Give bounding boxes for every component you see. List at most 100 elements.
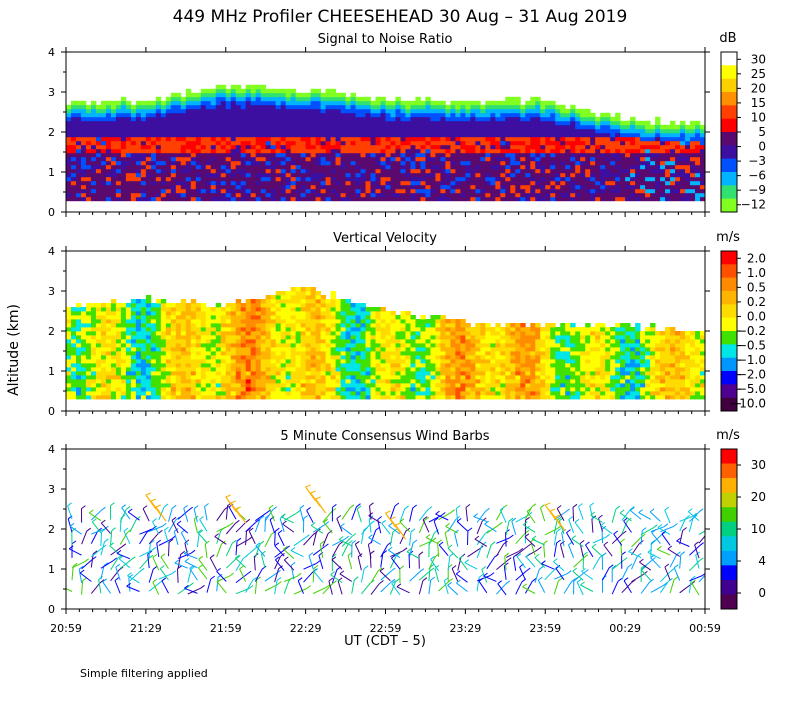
- heatmap-cell: [71, 375, 76, 379]
- heatmap-cell: [490, 165, 495, 169]
- heatmap-cell: [376, 315, 381, 319]
- heatmap-cell: [505, 193, 510, 197]
- heatmap-cell: [445, 105, 450, 109]
- heatmap-cell: [665, 197, 670, 201]
- colorbar-label: −12: [741, 198, 766, 212]
- heatmap-cell: [316, 379, 321, 383]
- heatmap-cell: [331, 173, 336, 177]
- heatmap-cell: [121, 113, 126, 117]
- heatmap-cell: [116, 173, 121, 177]
- heatmap-cell: [400, 153, 405, 157]
- heatmap-cell: [301, 359, 306, 363]
- heatmap-cell: [251, 89, 256, 93]
- heatmap-cell: [321, 367, 326, 371]
- heatmap-cell: [141, 359, 146, 363]
- heatmap-cell: [620, 169, 625, 173]
- heatmap-cell: [306, 165, 311, 169]
- heatmap-cell: [181, 193, 186, 197]
- heatmap-cell: [221, 153, 226, 157]
- heatmap-cell: [96, 343, 101, 347]
- heatmap-cell: [590, 197, 595, 201]
- heatmap-cell: [216, 375, 221, 379]
- heatmap-cell: [425, 97, 430, 101]
- heatmap-cell: [585, 197, 590, 201]
- heatmap-cell: [480, 109, 485, 113]
- heatmap-cell: [670, 193, 675, 197]
- heatmap-cell: [116, 197, 121, 201]
- heatmap-cell: [381, 165, 386, 169]
- heatmap-cell: [71, 315, 76, 319]
- heatmap-cell: [231, 153, 236, 157]
- heatmap-cell: [381, 355, 386, 359]
- heatmap-cell: [346, 371, 351, 375]
- heatmap-cell: [475, 101, 480, 105]
- heatmap-cell: [291, 375, 296, 379]
- heatmap-cell: [555, 125, 560, 129]
- heatmap-cell: [346, 383, 351, 387]
- heatmap-cell: [500, 185, 505, 189]
- heatmap-cell: [415, 97, 420, 101]
- heatmap-cell: [156, 319, 161, 323]
- heatmap-cell: [81, 319, 86, 323]
- heatmap-cell: [341, 367, 346, 371]
- heatmap-cell: [390, 363, 395, 367]
- heatmap-cell: [306, 161, 311, 165]
- heatmap-cell: [216, 327, 221, 331]
- heatmap-cell: [371, 101, 376, 105]
- heatmap-cell: [181, 311, 186, 315]
- heatmap-cell: [191, 193, 196, 197]
- heatmap-cell: [445, 125, 450, 129]
- heatmap-cell: [361, 153, 366, 157]
- heatmap-cell: [126, 121, 131, 125]
- heatmap-cell: [366, 185, 371, 189]
- heatmap-cell: [161, 181, 166, 185]
- heatmap-cell: [495, 105, 500, 109]
- heatmap-cell: [251, 395, 256, 399]
- heatmap-cell: [590, 113, 595, 117]
- colorbar-swatch: [721, 105, 737, 119]
- heatmap-cell: [296, 339, 301, 343]
- heatmap-cell: [326, 165, 331, 169]
- heatmap-cell: [201, 177, 206, 181]
- heatmap-cell: [86, 137, 91, 141]
- heatmap-cell: [460, 125, 465, 129]
- heatmap-cell: [291, 323, 296, 327]
- heatmap-cell: [191, 129, 196, 133]
- heatmap-cell: [316, 185, 321, 189]
- heatmap-cell: [216, 311, 221, 315]
- heatmap-cell: [366, 193, 371, 197]
- heatmap-cell: [326, 375, 331, 379]
- heatmap-cell: [550, 145, 555, 149]
- heatmap-cell: [161, 335, 166, 339]
- heatmap-cell: [136, 339, 141, 343]
- heatmap-cell: [236, 121, 241, 125]
- heatmap-cell: [186, 375, 191, 379]
- heatmap-cell: [261, 181, 266, 185]
- heatmap-cell: [256, 137, 261, 141]
- heatmap-cell: [565, 185, 570, 189]
- heatmap-cell: [665, 189, 670, 193]
- heatmap-cell: [645, 137, 650, 141]
- heatmap-cell: [81, 129, 86, 133]
- heatmap-cell: [81, 395, 86, 399]
- heatmap-cell: [66, 351, 71, 355]
- figure-title: 449 MHz Profiler CHEESEHEAD 30 Aug – 31 …: [173, 7, 628, 27]
- heatmap-cell: [221, 177, 226, 181]
- heatmap-cell: [376, 395, 381, 399]
- heatmap-cell: [106, 165, 111, 169]
- heatmap-cell: [386, 387, 391, 391]
- heatmap-cell: [450, 105, 455, 109]
- heatmap-cell: [101, 177, 106, 181]
- heatmap-cell: [186, 121, 191, 125]
- heatmap-cell: [121, 161, 126, 165]
- heatmap-cell: [291, 141, 296, 145]
- heatmap-cell: [291, 379, 296, 383]
- heatmap-cell: [361, 315, 366, 319]
- heatmap-cell: [331, 129, 336, 133]
- heatmap-cell: [176, 117, 181, 121]
- heatmap-cell: [261, 363, 266, 367]
- heatmap-cell: [271, 153, 276, 157]
- heatmap-cell: [246, 129, 251, 133]
- heatmap-cell: [306, 197, 311, 201]
